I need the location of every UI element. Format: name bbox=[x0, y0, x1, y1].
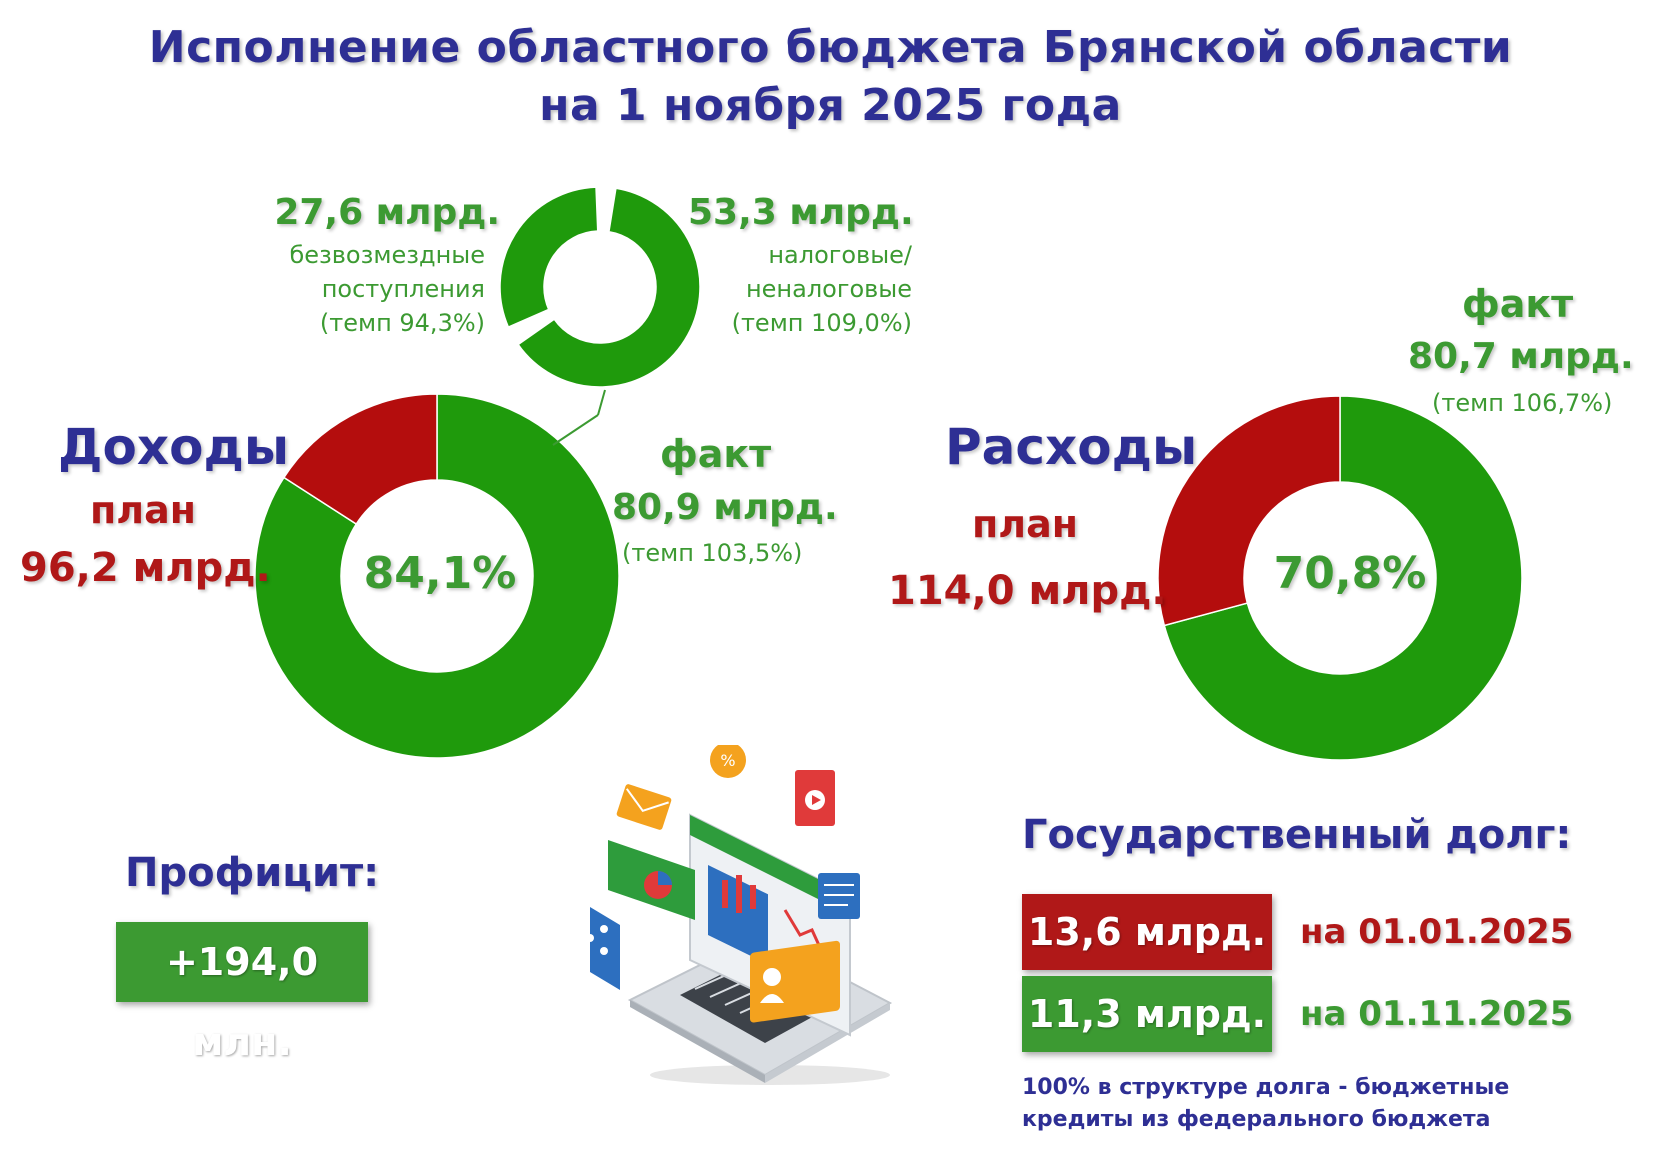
debt-row-1-date: на 01.01.2025 bbox=[1300, 912, 1574, 952]
income-structure-donut bbox=[499, 186, 701, 388]
tax-value: 53,3 млрд. bbox=[688, 192, 914, 233]
tax-label-1: налоговые/ bbox=[768, 241, 912, 269]
structure-slice-2 bbox=[499, 186, 599, 329]
surplus-value-box: +194,0 млн. bbox=[116, 922, 368, 1064]
income-donut bbox=[254, 393, 620, 759]
expense-fact-label: факт bbox=[1462, 282, 1574, 326]
debt-note-line-1: 100% в структуре долга - бюджетные bbox=[1022, 1075, 1510, 1100]
connector-line-b bbox=[552, 414, 599, 446]
debt-row-2-value: 11,3 млрд. bbox=[1022, 976, 1272, 1052]
debt-note-line-2: кредиты из федерального бюджета bbox=[1022, 1107, 1491, 1132]
debt-row-1-value: 13,6 млрд. bbox=[1022, 894, 1272, 970]
title-line-2: на 1 ноября 2025 года bbox=[539, 80, 1122, 131]
expense-plan-label: план bbox=[972, 502, 1078, 546]
income-plan-value: 96,2 млрд. bbox=[20, 545, 271, 591]
expense-donut bbox=[1157, 395, 1523, 761]
laptop-illustration-icon: % bbox=[590, 745, 893, 1085]
expense-center-percent: 70,8% bbox=[1273, 548, 1427, 599]
svg-text:%: % bbox=[720, 751, 735, 770]
expense-fact-value: 80,7 млрд. bbox=[1408, 336, 1634, 377]
expense-slice-1 bbox=[1163, 395, 1523, 761]
connector-line-a bbox=[597, 389, 606, 416]
expense-heading: Расходы bbox=[945, 418, 1198, 476]
debt-row-2-date: на 01.11.2025 bbox=[1300, 994, 1574, 1034]
income-plan-label: план bbox=[90, 488, 196, 532]
structure-slice-1 bbox=[517, 187, 701, 388]
income-fact-rate: (темп 103,5%) bbox=[622, 539, 803, 567]
title-line-1: Исполнение областного бюджета Брянской о… bbox=[148, 22, 1513, 73]
income-slice-1 bbox=[254, 393, 620, 759]
grants-label-2: поступления bbox=[321, 275, 485, 303]
tax-rate: (темп 109,0%) bbox=[731, 309, 912, 337]
income-center-percent: 84,1% bbox=[363, 548, 517, 599]
grants-label-1: безвозмездные bbox=[289, 241, 485, 269]
income-fact-value: 80,9 млрд. bbox=[612, 487, 838, 528]
income-heading: Доходы bbox=[58, 418, 290, 476]
grants-value: 27,6 млрд. bbox=[274, 192, 500, 233]
expense-slice-2 bbox=[1157, 395, 1341, 627]
expense-plan-value: 114,0 млрд. bbox=[888, 568, 1167, 614]
grants-rate: (темп 94,3%) bbox=[319, 309, 485, 337]
tax-label-2: неналоговые bbox=[745, 275, 912, 303]
expense-fact-rate: (темп 106,7%) bbox=[1432, 389, 1613, 417]
debt-heading: Государственный долг: bbox=[1022, 812, 1572, 858]
income-fact-label: факт bbox=[660, 432, 772, 476]
income-slice-2 bbox=[282, 393, 438, 526]
surplus-heading: Профицит: bbox=[125, 850, 380, 896]
